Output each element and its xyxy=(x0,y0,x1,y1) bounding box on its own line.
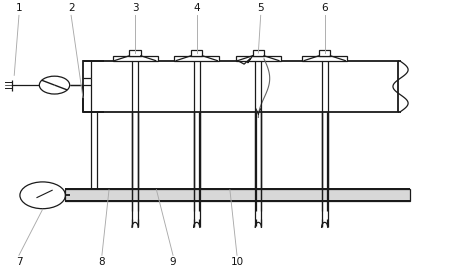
Bar xyxy=(112,56,157,61)
Text: 4: 4 xyxy=(193,3,200,13)
Text: 9: 9 xyxy=(170,257,176,267)
Text: 10: 10 xyxy=(230,257,244,267)
Text: 8: 8 xyxy=(99,257,105,267)
Polygon shape xyxy=(55,85,67,90)
Bar xyxy=(83,61,398,112)
Bar xyxy=(319,50,330,56)
Text: 3: 3 xyxy=(132,3,138,13)
Text: 2: 2 xyxy=(68,3,74,13)
Text: 5: 5 xyxy=(257,3,264,13)
Bar xyxy=(236,56,281,61)
Bar xyxy=(191,50,202,56)
Text: 7: 7 xyxy=(16,257,22,267)
Bar xyxy=(65,189,410,201)
Bar xyxy=(174,56,219,61)
Text: 6: 6 xyxy=(321,3,328,13)
Text: 1: 1 xyxy=(16,3,22,13)
Polygon shape xyxy=(42,80,55,85)
Bar xyxy=(129,50,141,56)
Bar xyxy=(302,56,347,61)
Bar xyxy=(253,50,264,56)
